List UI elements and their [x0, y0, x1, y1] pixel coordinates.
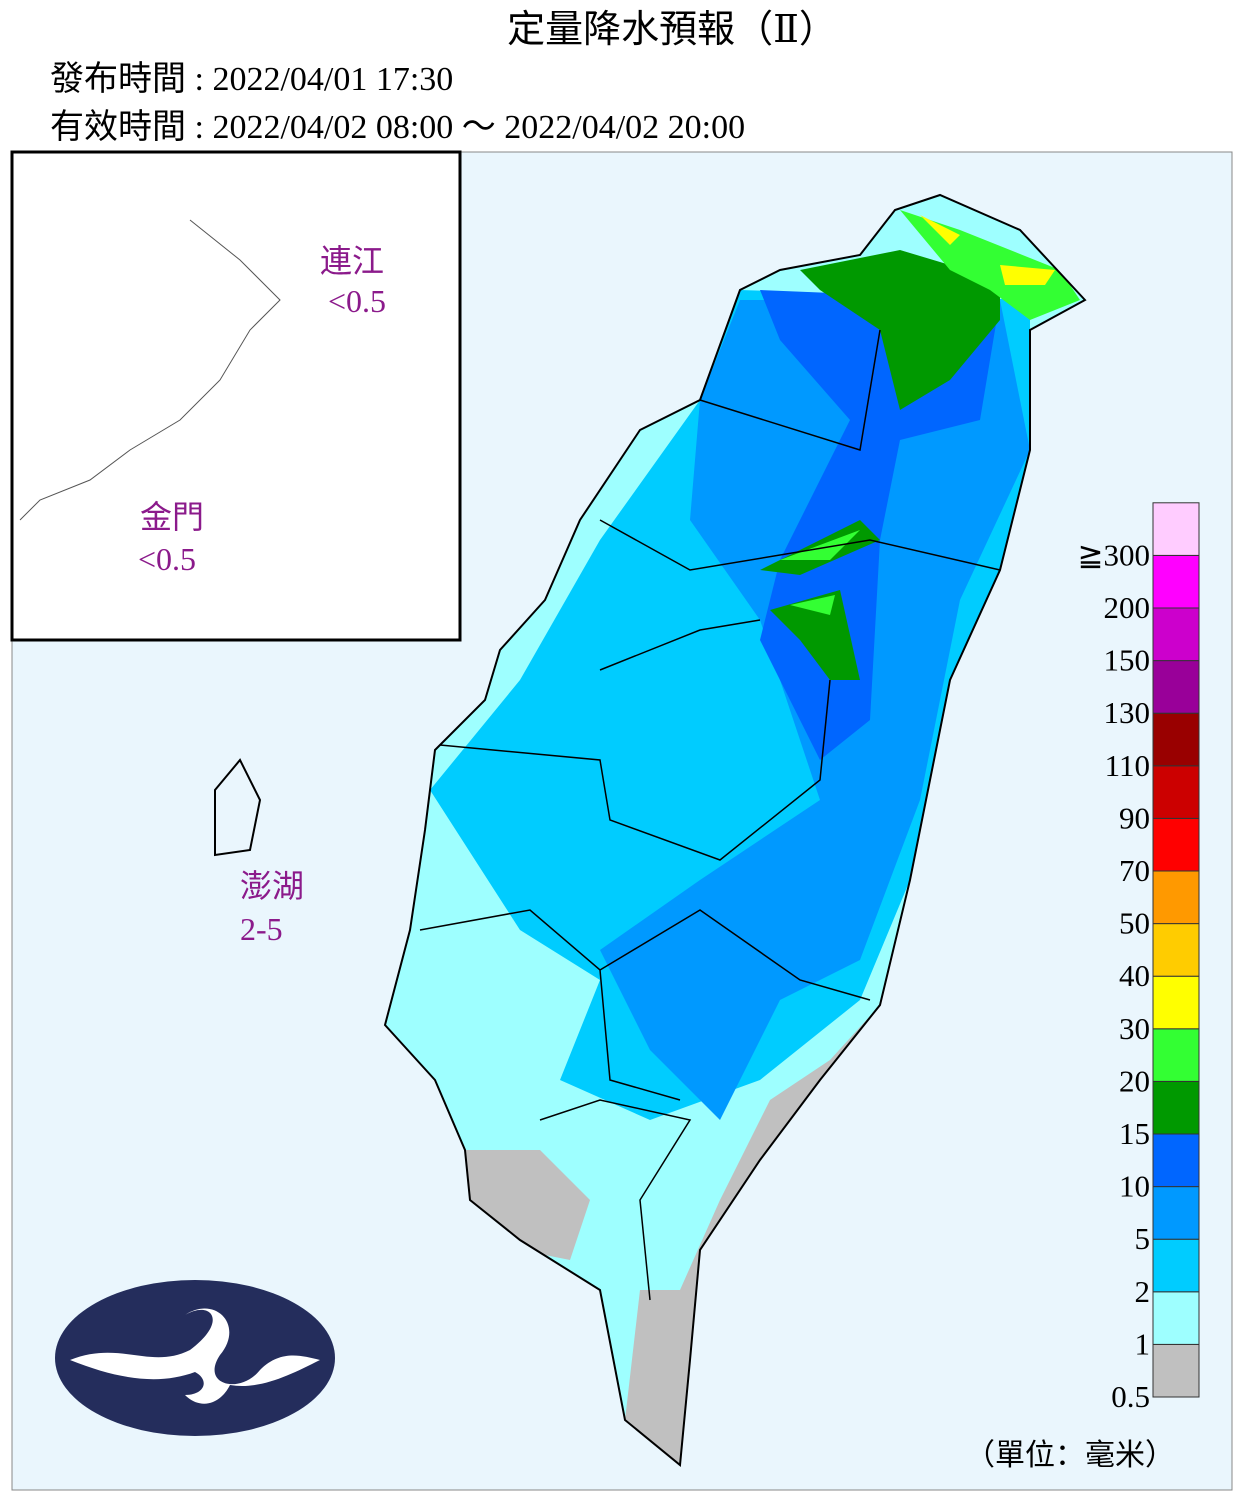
island-labels: 連江 <0.5 金門 <0.5 澎湖 2-5: [138, 243, 386, 947]
legend-label: 70: [1119, 853, 1150, 888]
legend-label: 150: [1104, 643, 1151, 678]
legend-swatch: [1152, 923, 1200, 977]
legend-swatch: [1152, 817, 1200, 872]
island-name: 澎湖: [240, 868, 304, 904]
legend-label: 130: [1104, 695, 1151, 730]
legend-swatch: [1152, 554, 1200, 609]
legend-swatch: [1152, 1080, 1200, 1135]
penghu-outline: [214, 758, 262, 857]
island-value: 2-5: [240, 911, 283, 947]
legend-swatch: [1152, 1028, 1200, 1082]
legend-label: 1: [1135, 1326, 1151, 1361]
legend-label: 15: [1119, 1116, 1150, 1151]
legend-swatch: [1152, 975, 1200, 1030]
legend-swatch: [1152, 1238, 1200, 1293]
legend-label: 10: [1119, 1169, 1150, 1204]
legend-label: 2: [1135, 1274, 1151, 1309]
inset-box: [10, 150, 462, 642]
legend-label: 5: [1135, 1221, 1151, 1256]
island-name: 連江: [320, 243, 384, 279]
legend-label: 30: [1119, 1011, 1150, 1046]
legend-swatch: [1152, 1133, 1200, 1188]
issued-time: 發布時間 : 2022/04/01 17:30: [50, 60, 453, 98]
legend-label: 50: [1119, 906, 1150, 941]
coastline: [383, 193, 1087, 1467]
legend-swatch: [1152, 607, 1200, 662]
island-name: 金門: [140, 499, 204, 535]
county-borders: [419, 329, 1001, 1301]
valid-time: 有效時間 : 2022/04/02 08:00 ～ 2022/04/02 20:…: [50, 108, 745, 146]
legend-label: 20: [1119, 1063, 1150, 1098]
legend-swatch: [1152, 1186, 1200, 1240]
legend-label: 90: [1119, 800, 1150, 835]
logo: [55, 1280, 335, 1436]
legend-swatch: [1152, 1343, 1200, 1398]
inset-coast: [19, 219, 281, 521]
legend-label: 110: [1105, 748, 1150, 783]
legend-swatch: [1152, 712, 1200, 767]
island-value: <0.5: [138, 541, 196, 577]
legend-label: 200: [1104, 590, 1151, 625]
legend-swatch: [1152, 765, 1200, 819]
legend-label: 40: [1119, 958, 1150, 993]
legend-swatch: [1152, 660, 1200, 714]
legend-label: ≧300: [1078, 537, 1150, 572]
title: 定量降水預報（Ⅱ）: [507, 9, 837, 51]
legend-swatch: [1152, 1291, 1200, 1345]
legend-swatch: [1152, 870, 1200, 925]
legend-swatch: [1152, 502, 1200, 556]
island-value: <0.5: [328, 283, 386, 319]
unit-label: （單位：毫米）: [965, 1439, 1175, 1472]
legend: 0.5 1 2 5 10 15 20 30 40 50 70 90 110 130 150 200 ≧300: [1078, 502, 1200, 1414]
legend-label: 0.5: [1111, 1379, 1150, 1414]
